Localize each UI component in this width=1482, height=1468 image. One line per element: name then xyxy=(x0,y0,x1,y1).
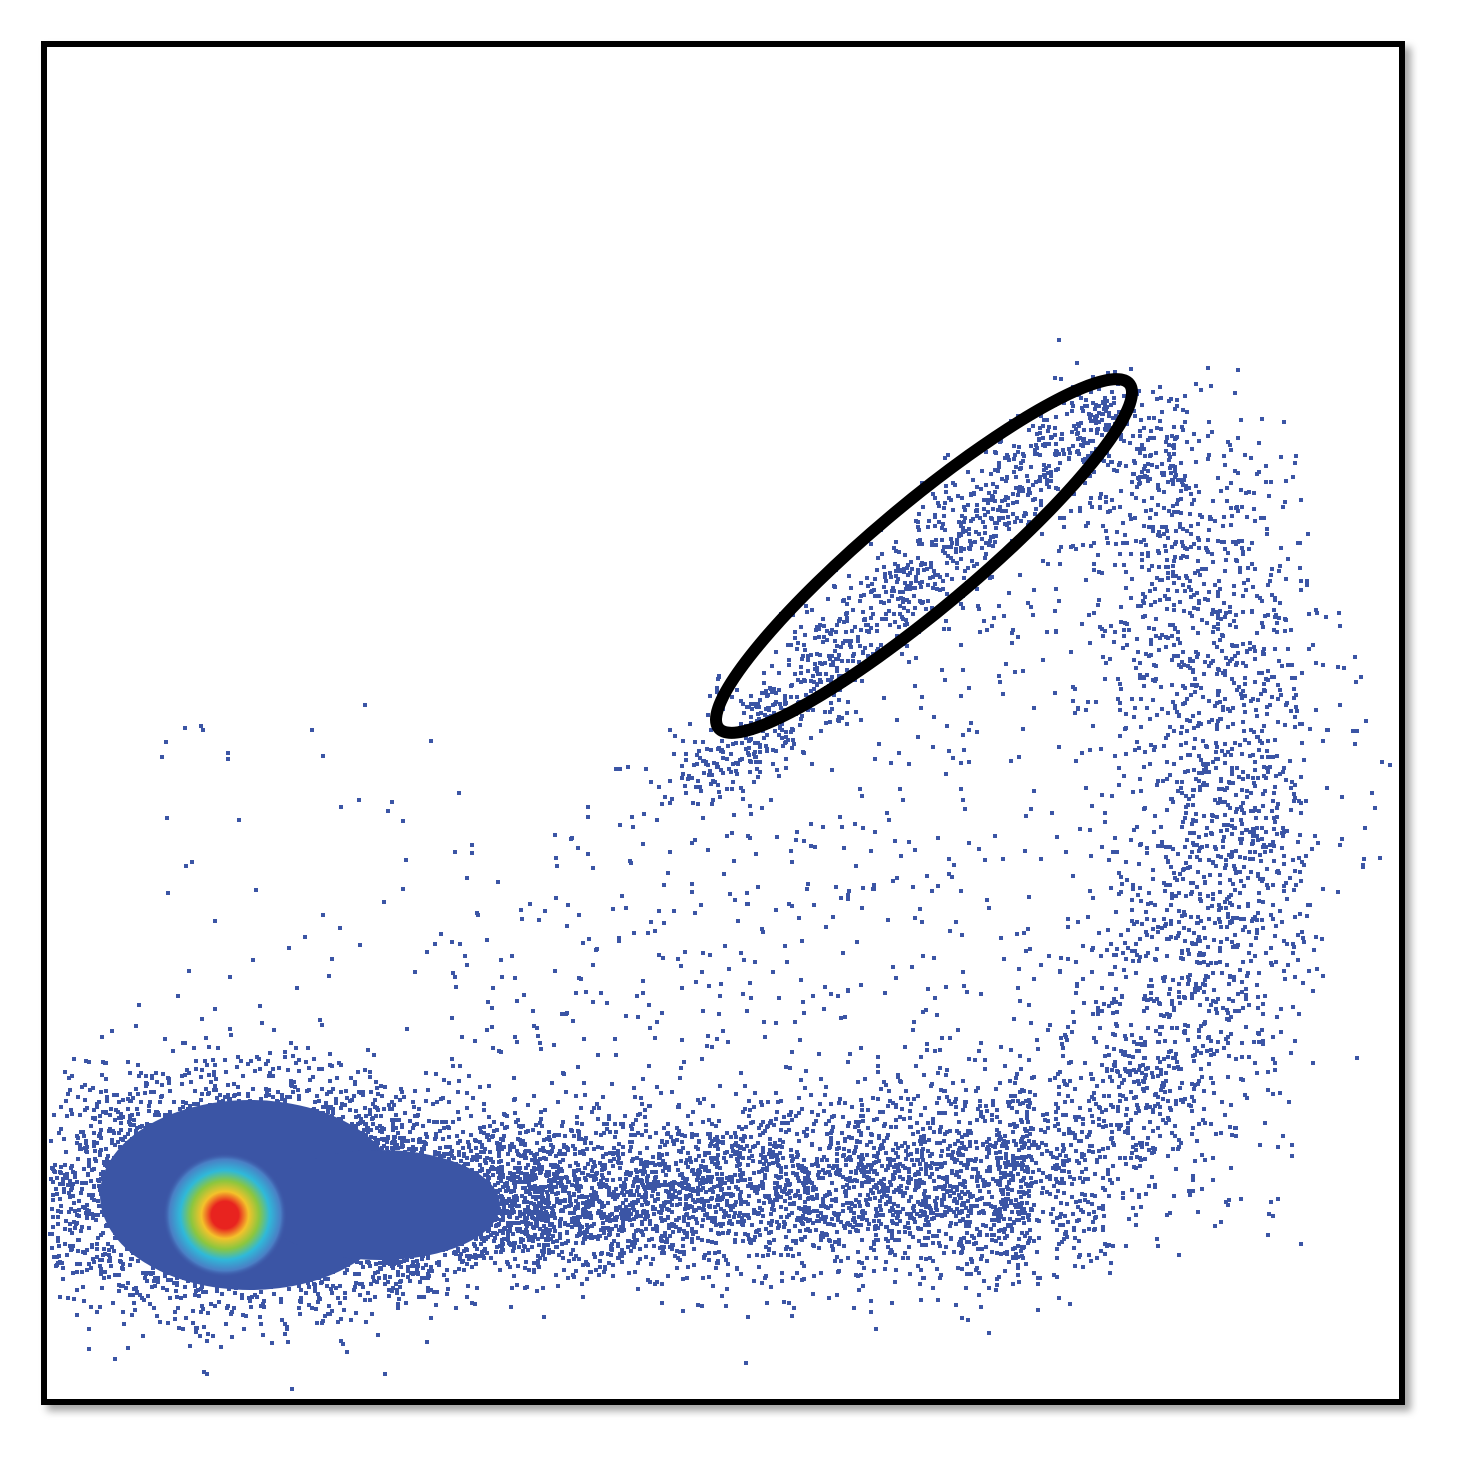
density-core xyxy=(163,1153,287,1277)
gate xyxy=(709,373,1139,739)
event-dots xyxy=(48,338,1392,1391)
